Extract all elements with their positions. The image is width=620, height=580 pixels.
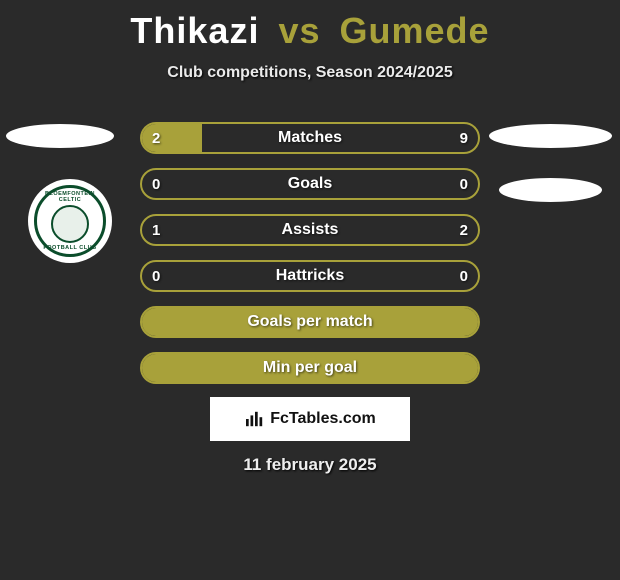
player1-photo-placeholder xyxy=(6,124,114,148)
stat-row: Goals per match xyxy=(140,306,480,338)
club-badge-inner: BLOEMFONTEIN CELTIC FOOTBALL CLUB xyxy=(34,185,106,257)
stat-label: Hattricks xyxy=(142,262,478,290)
chart-icon xyxy=(244,410,266,428)
stat-label: Min per goal xyxy=(142,354,478,382)
stat-row: 29Matches xyxy=(140,122,480,154)
club-badge-ring xyxy=(51,205,89,243)
club-badge-top-text: BLOEMFONTEIN CELTIC xyxy=(39,191,101,203)
stat-row: 12Assists xyxy=(140,214,480,246)
player2-photo-placeholder xyxy=(489,124,612,148)
player2-club-placeholder xyxy=(499,178,602,202)
stat-label: Goals xyxy=(142,170,478,198)
stat-label: Goals per match xyxy=(142,308,478,336)
stat-row: 00Hattricks xyxy=(140,260,480,292)
comparison-title: Thikazi vs Gumede xyxy=(0,0,620,52)
attribution-badge: FcTables.com xyxy=(210,397,410,441)
player1-club-badge: BLOEMFONTEIN CELTIC FOOTBALL CLUB xyxy=(28,179,112,263)
player1-name: Thikazi xyxy=(130,10,259,51)
date-label: 11 february 2025 xyxy=(0,455,620,475)
attribution-text: FcTables.com xyxy=(270,410,376,428)
vs-label: vs xyxy=(278,10,320,51)
stat-label: Assists xyxy=(142,216,478,244)
stat-label: Matches xyxy=(142,124,478,152)
stat-row: 00Goals xyxy=(140,168,480,200)
player2-name: Gumede xyxy=(340,10,490,51)
club-badge-bottom-text: FOOTBALL CLUB xyxy=(43,245,96,251)
stat-row: Min per goal xyxy=(140,352,480,384)
stats-container: 29Matches 00Goals 12Assists 00Hattricks Goal… xyxy=(140,122,480,398)
subtitle: Club competitions, Season 2024/2025 xyxy=(0,64,620,82)
